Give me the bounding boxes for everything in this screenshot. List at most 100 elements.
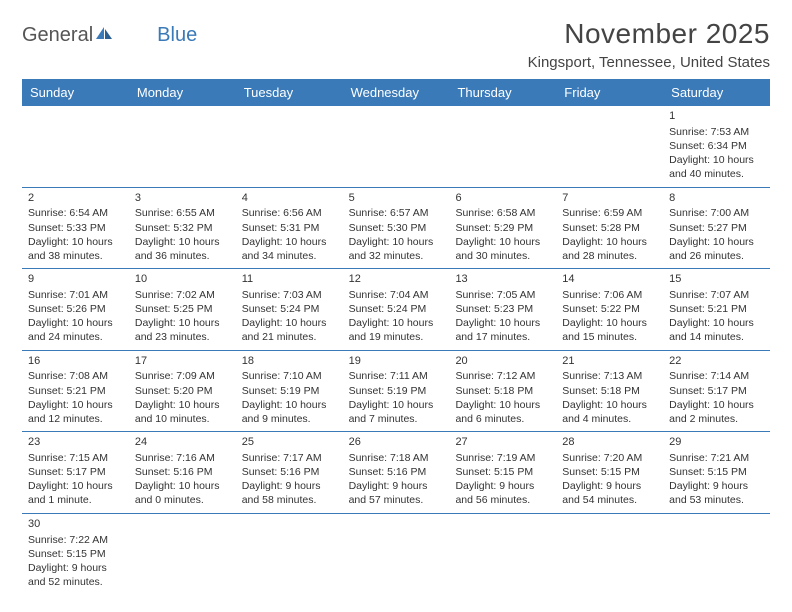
day-info-line: and 54 minutes.	[562, 493, 657, 507]
day-cell	[236, 514, 343, 595]
logo: General Blue	[22, 24, 197, 47]
day-number: 7	[562, 191, 657, 206]
day-number: 23	[28, 435, 123, 450]
day-cell	[343, 106, 450, 187]
day-cell	[22, 106, 129, 187]
day-info-line: Daylight: 10 hours	[242, 235, 337, 249]
day-info-line: Sunset: 5:28 PM	[562, 221, 657, 235]
day-header-row: Sunday Monday Tuesday Wednesday Thursday…	[22, 79, 770, 106]
day-info-line: Sunset: 5:21 PM	[28, 384, 123, 398]
day-info-line: Sunrise: 6:55 AM	[135, 206, 230, 220]
day-info-line: Sunset: 5:31 PM	[242, 221, 337, 235]
day-info-line: Sunrise: 7:14 AM	[669, 369, 764, 383]
day-header-wednesday: Wednesday	[343, 79, 450, 106]
day-cell	[236, 106, 343, 187]
day-info-line: and 19 minutes.	[349, 330, 444, 344]
day-number: 5	[349, 191, 444, 206]
day-number: 29	[669, 435, 764, 450]
day-number: 12	[349, 272, 444, 287]
day-info-line: Sunset: 5:25 PM	[135, 302, 230, 316]
day-info-line: Sunrise: 6:54 AM	[28, 206, 123, 220]
day-info-line: Sunrise: 7:13 AM	[562, 369, 657, 383]
day-cell: 14Sunrise: 7:06 AMSunset: 5:22 PMDayligh…	[556, 269, 663, 350]
day-info-line: Sunset: 5:19 PM	[349, 384, 444, 398]
day-info-line: Daylight: 9 hours	[669, 479, 764, 493]
day-info-line: Daylight: 10 hours	[28, 316, 123, 330]
day-cell: 19Sunrise: 7:11 AMSunset: 5:19 PMDayligh…	[343, 351, 450, 432]
day-info-line: and 15 minutes.	[562, 330, 657, 344]
day-info-line: Daylight: 10 hours	[28, 479, 123, 493]
logo-text-general: General	[22, 24, 93, 47]
day-info-line: Sunset: 5:19 PM	[242, 384, 337, 398]
day-info-line: Sunset: 5:16 PM	[242, 465, 337, 479]
day-number: 10	[135, 272, 230, 287]
day-header-thursday: Thursday	[449, 79, 556, 106]
day-info-line: Sunset: 5:15 PM	[669, 465, 764, 479]
day-cell: 18Sunrise: 7:10 AMSunset: 5:19 PMDayligh…	[236, 351, 343, 432]
location: Kingsport, Tennessee, United States	[528, 54, 770, 71]
day-cell: 26Sunrise: 7:18 AMSunset: 5:16 PMDayligh…	[343, 432, 450, 513]
day-info-line: Sunset: 5:20 PM	[135, 384, 230, 398]
day-info-line: Daylight: 10 hours	[669, 153, 764, 167]
day-info-line: Daylight: 10 hours	[242, 316, 337, 330]
day-info-line: Daylight: 10 hours	[455, 235, 550, 249]
day-info-line: Sunrise: 7:21 AM	[669, 451, 764, 465]
day-number: 24	[135, 435, 230, 450]
day-cell: 4Sunrise: 6:56 AMSunset: 5:31 PMDaylight…	[236, 188, 343, 269]
day-info-line: Daylight: 10 hours	[455, 398, 550, 412]
day-info-line: Daylight: 10 hours	[135, 235, 230, 249]
day-info-line: and 40 minutes.	[669, 167, 764, 181]
day-number: 30	[28, 517, 123, 532]
day-info-line: and 52 minutes.	[28, 575, 123, 589]
header: GeneralBlue November 2025 Kingsport, Ten…	[22, 18, 770, 71]
day-info-line: Daylight: 10 hours	[349, 235, 444, 249]
day-info-line: Daylight: 10 hours	[455, 316, 550, 330]
day-info-line: and 7 minutes.	[349, 412, 444, 426]
day-number: 26	[349, 435, 444, 450]
day-info-line: Sunrise: 7:00 AM	[669, 206, 764, 220]
day-number: 16	[28, 354, 123, 369]
day-cell: 24Sunrise: 7:16 AMSunset: 5:16 PMDayligh…	[129, 432, 236, 513]
day-number: 21	[562, 354, 657, 369]
day-info-line: Sunset: 5:21 PM	[669, 302, 764, 316]
day-header-saturday: Saturday	[663, 79, 770, 106]
day-cell: 20Sunrise: 7:12 AMSunset: 5:18 PMDayligh…	[449, 351, 556, 432]
day-info-line: Daylight: 10 hours	[135, 479, 230, 493]
day-number: 19	[349, 354, 444, 369]
day-info-line: Sunrise: 7:06 AM	[562, 288, 657, 302]
day-cell: 11Sunrise: 7:03 AMSunset: 5:24 PMDayligh…	[236, 269, 343, 350]
day-info-line: Daylight: 10 hours	[669, 235, 764, 249]
day-info-line: Daylight: 10 hours	[669, 398, 764, 412]
day-info-line: Sunrise: 7:02 AM	[135, 288, 230, 302]
day-info-line: Daylight: 10 hours	[562, 235, 657, 249]
day-cell	[556, 514, 663, 595]
day-info-line: and 34 minutes.	[242, 249, 337, 263]
day-info-line: and 6 minutes.	[455, 412, 550, 426]
day-cell	[556, 106, 663, 187]
day-info-line: Daylight: 10 hours	[562, 398, 657, 412]
day-cell: 12Sunrise: 7:04 AMSunset: 5:24 PMDayligh…	[343, 269, 450, 350]
day-info-line: Sunrise: 7:04 AM	[349, 288, 444, 302]
day-number: 14	[562, 272, 657, 287]
day-cell: 8Sunrise: 7:00 AMSunset: 5:27 PMDaylight…	[663, 188, 770, 269]
day-info-line: and 36 minutes.	[135, 249, 230, 263]
day-info-line: Sunset: 5:24 PM	[349, 302, 444, 316]
week-row: 1Sunrise: 7:53 AMSunset: 6:34 PMDaylight…	[22, 106, 770, 188]
day-info-line: and 17 minutes.	[455, 330, 550, 344]
day-info-line: and 10 minutes.	[135, 412, 230, 426]
day-info-line: Sunset: 5:15 PM	[28, 547, 123, 561]
weeks-container: 1Sunrise: 7:53 AMSunset: 6:34 PMDaylight…	[22, 106, 770, 594]
day-info-line: Daylight: 10 hours	[349, 316, 444, 330]
logo-text-blue: Blue	[157, 24, 197, 47]
day-info-line: and 12 minutes.	[28, 412, 123, 426]
day-info-line: and 1 minute.	[28, 493, 123, 507]
day-info-line: Daylight: 10 hours	[28, 235, 123, 249]
day-info-line: Sunrise: 7:08 AM	[28, 369, 123, 383]
day-cell	[449, 106, 556, 187]
day-info-line: Sunset: 5:16 PM	[135, 465, 230, 479]
day-info-line: Sunset: 5:17 PM	[669, 384, 764, 398]
day-info-line: Sunrise: 7:19 AM	[455, 451, 550, 465]
day-number: 20	[455, 354, 550, 369]
day-info-line: Daylight: 9 hours	[349, 479, 444, 493]
day-info-line: and 24 minutes.	[28, 330, 123, 344]
